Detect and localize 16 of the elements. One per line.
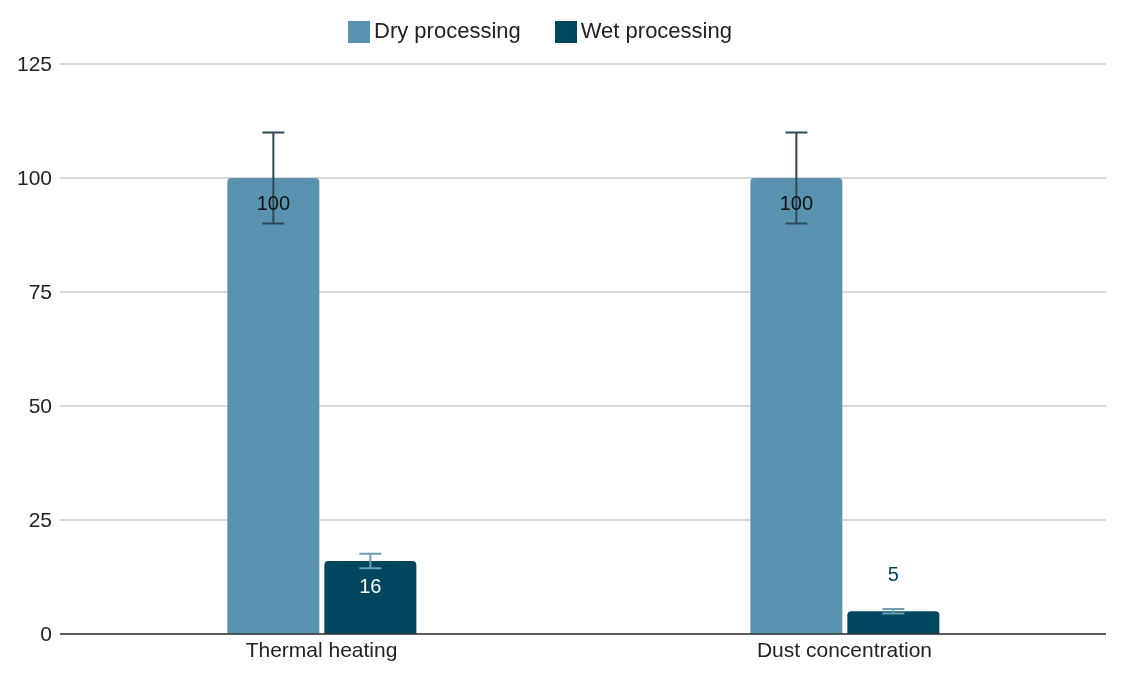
x-tick-label: Thermal heating — [245, 637, 398, 661]
y-tick-label: 50 — [28, 394, 52, 418]
data-label: 16 — [359, 575, 382, 598]
y-tick-label: 25 — [28, 508, 52, 532]
bar — [227, 178, 320, 634]
bar — [847, 611, 940, 634]
y-tick-label: 75 — [28, 280, 52, 304]
y-tick-label: 100 — [16, 166, 52, 190]
x-tick-label: Dust concentration — [756, 637, 933, 661]
bar — [324, 561, 417, 634]
legend-label: Dry processing — [374, 18, 521, 43]
legend-label: Wet processing — [580, 18, 732, 43]
bar — [750, 178, 843, 634]
data-label: 5 — [887, 563, 899, 586]
y-tick-label: 125 — [16, 52, 52, 76]
y-tick-label: 0 — [40, 622, 52, 646]
